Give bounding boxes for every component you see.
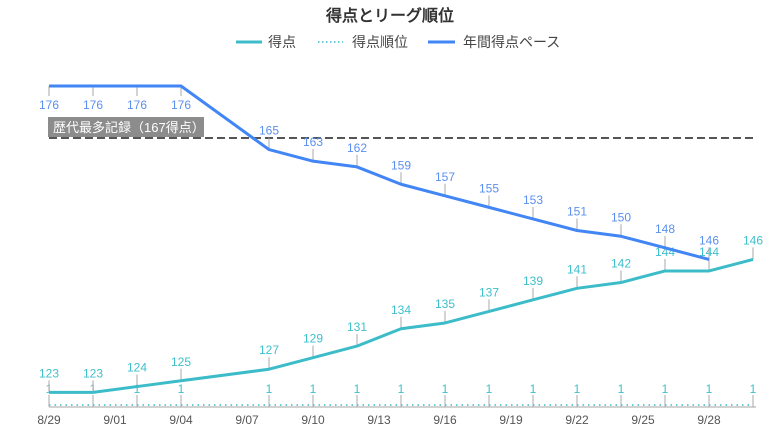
legend: 得点 得点順位 年間得点ペース (236, 34, 560, 50)
x-tick-label: 9/19 (499, 413, 523, 427)
x-tick-label: 9/07 (235, 413, 259, 427)
x-tick-label: 9/01 (103, 413, 127, 427)
score-line (49, 257, 754, 394)
x-tick-label: 8/29 (37, 413, 61, 427)
pace-label: 157 (435, 170, 455, 184)
legend-item-score[interactable]: 得点 (236, 34, 296, 50)
pace-label: 150 (611, 210, 631, 224)
score-label: 123 (83, 366, 103, 380)
record-label: 歴代最多記録（167得点） (53, 120, 205, 135)
pace-label: 176 (83, 98, 103, 112)
x-tick-label: 9/28 (697, 413, 721, 427)
x-tick-label: 9/16 (433, 413, 457, 427)
rank-label: 1 (310, 382, 317, 396)
pace-label: 165 (259, 124, 279, 138)
pace-label: 162 (347, 141, 367, 155)
rank-label: 1 (750, 382, 757, 396)
record-label-box (48, 117, 204, 138)
score-label: 129 (303, 332, 323, 346)
rank-label: 1 (486, 382, 493, 396)
pace-line (49, 84, 710, 261)
x-tick-label: 9/13 (367, 413, 391, 427)
legend-item-rank[interactable]: 得点順位 (318, 34, 408, 50)
plot-area: 歴代最多記録（167得点）111111111111111112312312412… (37, 84, 763, 427)
legend-label-rank: 得点順位 (352, 34, 408, 50)
rank-label: 1 (178, 382, 185, 396)
legend-label-score: 得点 (268, 34, 296, 50)
rank-label: 1 (442, 382, 449, 396)
score-label: 139 (523, 274, 543, 288)
x-tick-label: 9/25 (631, 413, 655, 427)
rank-label: 1 (662, 382, 669, 396)
pace-label: 159 (391, 158, 411, 172)
pace-label: 146 (699, 233, 719, 247)
chart-title: 得点とリーグ順位 (325, 6, 454, 25)
score-label: 134 (391, 303, 411, 317)
pace-label: 163 (303, 135, 323, 149)
rank-label: 1 (706, 382, 713, 396)
rank-label: 1 (266, 382, 273, 396)
score-label: 131 (347, 320, 367, 334)
x-tick-label: 9/04 (169, 413, 193, 427)
pace-label: 148 (655, 222, 675, 236)
score-label: 141 (567, 262, 587, 276)
rank-label: 1 (398, 382, 405, 396)
score-label: 127 (259, 343, 279, 357)
legend-item-pace[interactable]: 年間得点ペース (428, 34, 560, 50)
score-label: 124 (127, 361, 147, 375)
rank-label: 1 (574, 382, 581, 396)
pace-label: 176 (127, 98, 147, 112)
score-label: 125 (171, 355, 191, 369)
score-label: 142 (611, 257, 631, 271)
pace-label: 155 (479, 181, 499, 195)
score-label: 135 (435, 297, 455, 311)
pace-label: 176 (39, 98, 59, 112)
rank-label: 1 (354, 382, 361, 396)
x-tick-label: 9/22 (565, 413, 589, 427)
rank-label: 1 (134, 382, 141, 396)
legend-label-pace: 年間得点ペース (463, 34, 560, 50)
pace-label: 176 (171, 98, 191, 112)
score-label: 137 (479, 285, 499, 299)
rank-label: 1 (530, 382, 537, 396)
score-label: 123 (39, 366, 59, 380)
score-label: 146 (743, 233, 763, 247)
x-tick-label: 9/10 (301, 413, 325, 427)
pace-label: 153 (523, 193, 543, 207)
rank-label: 1 (618, 382, 625, 396)
pace-label: 151 (567, 205, 587, 219)
